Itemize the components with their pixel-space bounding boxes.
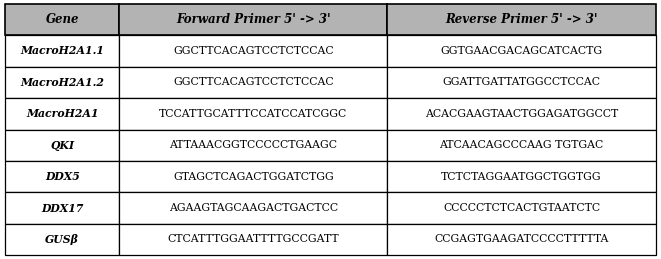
- Text: MacroH2A1: MacroH2A1: [26, 108, 98, 119]
- Text: CCGAGTGAAGATCCCCTTTTTA: CCGAGTGAAGATCCCCTTTTTA: [434, 234, 609, 244]
- Bar: [5, 98, 119, 130]
- Bar: [5, 130, 119, 161]
- Bar: [387, 4, 656, 35]
- Text: CTCATTTGGAATTTTGCCGATT: CTCATTTGGAATTTTGCCGATT: [167, 234, 339, 244]
- Bar: [119, 98, 387, 130]
- Text: TCCATTGCATTTCCATCCATCGGC: TCCATTGCATTTCCATCCATCGGC: [159, 109, 348, 119]
- Bar: [119, 67, 387, 98]
- Bar: [5, 35, 119, 67]
- Bar: [387, 130, 656, 161]
- Text: Reverse Primer 5' -> 3': Reverse Primer 5' -> 3': [446, 13, 598, 26]
- Text: GTAGCTCAGACTGGATCTGG: GTAGCTCAGACTGGATCTGG: [173, 172, 334, 182]
- Bar: [387, 98, 656, 130]
- Text: GGCTTCACAGTCCTCTCCAC: GGCTTCACAGTCCTCTCCAC: [173, 46, 334, 56]
- Text: AGAAGTAGCAAGACTGACTCC: AGAAGTAGCAAGACTGACTCC: [169, 203, 338, 213]
- Text: ATTAAACGGTCCCCCTGAAGC: ATTAAACGGTCCCCCTGAAGC: [169, 140, 337, 150]
- Text: Forward Primer 5' -> 3': Forward Primer 5' -> 3': [176, 13, 330, 26]
- Bar: [119, 224, 387, 255]
- Text: DDX5: DDX5: [45, 171, 79, 182]
- Text: QKI: QKI: [50, 140, 74, 151]
- Text: TCTCTAGGAATGGCTGGTGG: TCTCTAGGAATGGCTGGTGG: [442, 172, 602, 182]
- Bar: [119, 130, 387, 161]
- Bar: [5, 4, 119, 35]
- Bar: [387, 161, 656, 192]
- Bar: [119, 192, 387, 224]
- Text: CCCCCTCTCACTGTAATCTC: CCCCCTCTCACTGTAATCTC: [443, 203, 600, 213]
- Text: GUSβ: GUSβ: [45, 234, 79, 245]
- Text: ACACGAAGTAACTGGAGATGGCCT: ACACGAAGTAACTGGAGATGGCCT: [425, 109, 618, 119]
- Bar: [5, 161, 119, 192]
- Bar: [387, 192, 656, 224]
- Text: MacroH2A1.1: MacroH2A1.1: [20, 46, 104, 56]
- Text: GGATTGATTATGGCCTCCAC: GGATTGATTATGGCCTCCAC: [443, 77, 601, 87]
- Bar: [119, 161, 387, 192]
- Bar: [5, 224, 119, 255]
- Bar: [119, 4, 387, 35]
- Text: ATCAACAGCCCAAG TGTGAC: ATCAACAGCCCAAG TGTGAC: [440, 140, 603, 150]
- Text: GGTGAACGACAGCATCACTG: GGTGAACGACAGCATCACTG: [440, 46, 603, 56]
- Text: GGCTTCACAGTCCTCTCCAC: GGCTTCACAGTCCTCTCCAC: [173, 77, 334, 87]
- Bar: [387, 35, 656, 67]
- Text: DDX17: DDX17: [41, 203, 83, 213]
- Bar: [5, 67, 119, 98]
- Bar: [387, 224, 656, 255]
- Text: Gene: Gene: [46, 13, 79, 26]
- Text: MacroH2A1.2: MacroH2A1.2: [20, 77, 104, 88]
- Bar: [5, 192, 119, 224]
- Bar: [387, 67, 656, 98]
- Bar: [119, 35, 387, 67]
